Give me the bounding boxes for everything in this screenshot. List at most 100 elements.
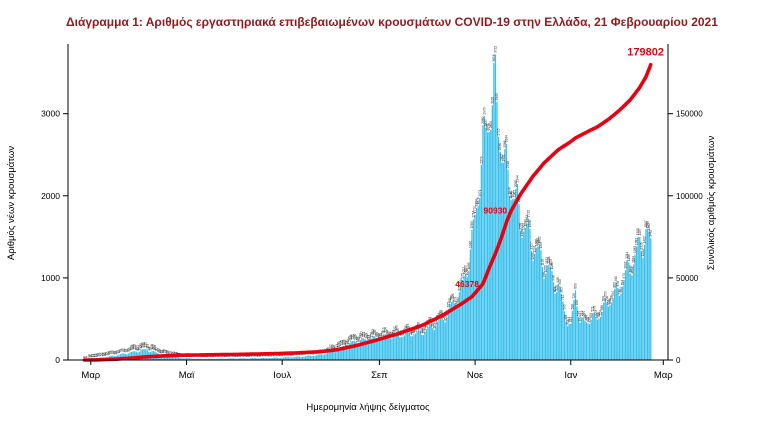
daily-bar (562, 301, 564, 360)
daily-bar (554, 293, 556, 360)
daily-bar (450, 302, 453, 360)
daily-bar (490, 129, 492, 360)
bar-value-label: 1031 (630, 266, 634, 273)
right-tick-label: 50000 (676, 274, 699, 283)
daily-bar (223, 358, 225, 360)
daily-bar (226, 358, 228, 360)
bar-value-label: 459 (443, 315, 447, 321)
month-tick-label: Νοε (467, 370, 484, 381)
bar-value-label: 283 (392, 330, 396, 336)
bar-value-label: 80 (156, 348, 160, 352)
bar-value-label: 226 (349, 334, 353, 340)
daily-bar (369, 341, 371, 360)
daily-bar (604, 298, 606, 360)
daily-bar (386, 336, 388, 360)
daily-bar (232, 358, 235, 360)
bar-value-label: 313 (382, 327, 386, 333)
bar-value-label: 578 (592, 305, 596, 311)
daily-bar (289, 357, 291, 360)
daily-bar (364, 339, 366, 360)
daily-bar (626, 260, 628, 360)
daily-bar (557, 283, 559, 360)
bar-value-label: 246 (377, 333, 381, 339)
bar-value-label: 447 (586, 316, 590, 322)
bar-value-label: 48 (112, 351, 116, 355)
daily-bar (406, 330, 409, 360)
bar-value-label: 289 (409, 329, 413, 335)
daily-bar (231, 358, 233, 360)
bar-value-label: 93 (128, 347, 132, 351)
bar-value-label: 29 (98, 352, 102, 356)
bar-value-label: 110 (152, 344, 156, 349)
daily-bar (537, 246, 539, 360)
daily-bar (273, 357, 275, 360)
bar-value-label: 1158 (547, 256, 551, 263)
daily-bar (499, 151, 501, 360)
daily-bar (123, 353, 125, 360)
bar-value-label: 270 (381, 331, 385, 337)
daily-bar (551, 270, 553, 360)
bar-value-label: 90 (155, 347, 159, 351)
daily-bar (330, 351, 332, 360)
bar-value-label: 914 (459, 278, 463, 284)
bar-value-label: 2772 (486, 124, 490, 131)
daily-bar (178, 357, 180, 360)
daily-bar (363, 338, 365, 360)
bar-value-label: 1967 (512, 190, 516, 197)
bar-value-label: 1500 (636, 228, 640, 235)
daily-bar (201, 358, 203, 360)
bar-value-label: 100 (332, 345, 336, 351)
bar-value-label: 35 (105, 352, 109, 356)
bar-value-label: 1015 (465, 268, 469, 275)
daily-bar (645, 228, 647, 360)
daily-bar (300, 356, 302, 360)
daily-bar (167, 355, 169, 360)
bar-value-label: 482 (583, 313, 587, 319)
bar-value-label: 516 (581, 311, 585, 317)
bar-value-label: 64 (164, 349, 168, 353)
daily-bar (612, 298, 614, 360)
bar-value-label: 314 (384, 327, 388, 333)
daily-bar (570, 323, 572, 360)
daily-bar (220, 358, 222, 360)
daily-bar (545, 273, 547, 360)
left-axis-label: Αριθμός νέων κρουσμάτων (6, 146, 17, 260)
daily-bar (385, 334, 387, 360)
daily-bar (476, 207, 478, 360)
bar-value-label: 38 (175, 352, 179, 356)
bar-value-label: 171 (341, 339, 345, 345)
daily-bar (121, 353, 123, 360)
bar-value-label: 625 (446, 302, 450, 308)
bar-value-label: 1946 (509, 191, 513, 198)
bar-value-label: 151 (338, 341, 342, 347)
bar-value-label: 99 (147, 347, 151, 351)
daily-bar (576, 306, 578, 360)
daily-bar (493, 63, 495, 361)
daily-bar (524, 228, 526, 360)
daily-bar (242, 358, 244, 360)
daily-bar (592, 313, 594, 360)
daily-bar (574, 290, 577, 360)
daily-bar (469, 249, 472, 360)
daily-bar (215, 358, 217, 360)
bar-value-label: 132 (142, 342, 146, 348)
bar-value-label: 261 (362, 332, 366, 338)
daily-bar (348, 343, 351, 360)
bar-value-label: 1092 (624, 261, 628, 268)
bar-value-label: 118 (145, 343, 149, 348)
bar-value-label: 975 (461, 273, 465, 279)
daily-bar (590, 319, 592, 360)
bar-value-label: 1583 (470, 221, 474, 228)
daily-bar (345, 347, 348, 360)
bar-value-label: 92 (136, 347, 140, 351)
daily-bar (261, 358, 263, 360)
bar-value-label: 948 (552, 275, 556, 281)
daily-bar (510, 200, 512, 360)
daily-bar (134, 351, 136, 360)
daily-bar (599, 316, 602, 360)
bar-value-label: 2804 (489, 121, 493, 128)
daily-bar (460, 284, 462, 360)
daily-bar (333, 351, 335, 360)
bar-value-label: 56 (166, 350, 170, 354)
